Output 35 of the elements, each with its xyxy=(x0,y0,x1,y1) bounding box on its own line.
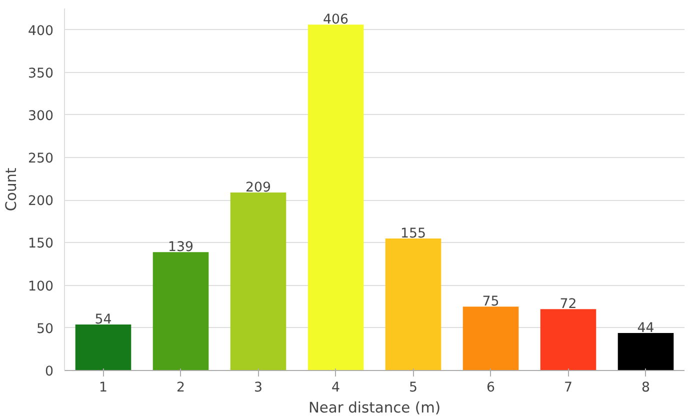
bar xyxy=(385,238,442,370)
data-label: 155 xyxy=(400,226,426,242)
x-tick-label: 4 xyxy=(332,380,340,396)
bar xyxy=(618,333,674,370)
y-tick-label: 250 xyxy=(28,152,54,167)
y-tick-label: 100 xyxy=(28,279,54,294)
data-label: 209 xyxy=(246,180,271,196)
x-tick-label: 6 xyxy=(486,380,495,396)
y-tick-label: 50 xyxy=(36,322,54,337)
data-label: 406 xyxy=(323,12,348,28)
x-tick-label: 1 xyxy=(99,380,108,396)
x-tick-label: 5 xyxy=(409,380,418,396)
data-label: 139 xyxy=(168,240,194,256)
bar xyxy=(152,252,209,370)
bar xyxy=(75,324,132,370)
bar xyxy=(230,192,286,370)
x-tick-label: 2 xyxy=(176,380,185,396)
x-tick-label: 3 xyxy=(254,380,262,396)
y-tick-label: 350 xyxy=(28,66,54,82)
x-axis-title: Near distance (m) xyxy=(308,400,441,416)
y-tick-label: 150 xyxy=(28,236,54,252)
data-label: 75 xyxy=(482,294,500,310)
x-tick-label: 8 xyxy=(642,380,650,396)
y-tick-label: 0 xyxy=(45,364,54,380)
bar xyxy=(540,309,596,370)
y-axis-title: Count xyxy=(3,167,20,212)
x-tick-label: 7 xyxy=(564,380,572,396)
y-tick-label: 300 xyxy=(28,108,54,124)
data-label: 54 xyxy=(94,312,112,328)
data-label: 44 xyxy=(637,321,654,336)
y-tick-label: 400 xyxy=(28,24,54,39)
bar xyxy=(462,306,519,370)
data-label: 72 xyxy=(560,297,577,312)
bar xyxy=(308,24,364,370)
y-tick-label: 200 xyxy=(28,194,54,210)
